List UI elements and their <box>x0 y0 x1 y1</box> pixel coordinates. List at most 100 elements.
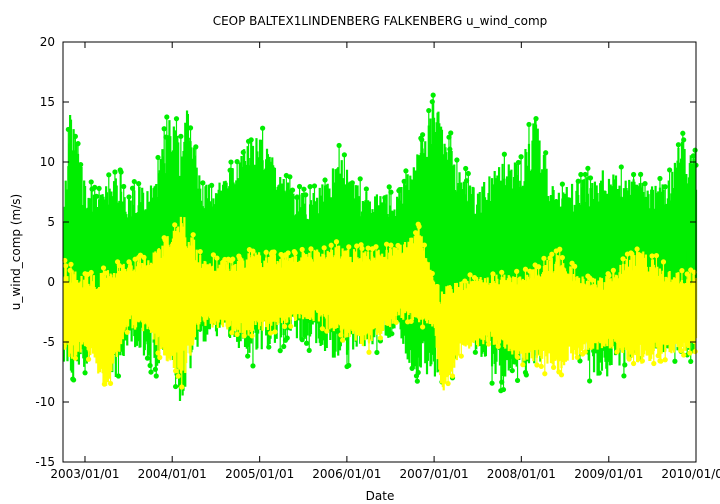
y-tick-label: -5 <box>43 335 55 349</box>
series-1-point <box>393 319 399 325</box>
series-0-point <box>147 362 153 369</box>
x-tick-label: 2008/01/01 <box>487 467 556 481</box>
series-0-point <box>96 185 102 192</box>
series-0-point <box>303 340 310 346</box>
series-0-point <box>448 130 454 136</box>
series-1-point <box>558 372 565 378</box>
series-0-point <box>662 184 668 190</box>
series-1-point <box>626 356 632 362</box>
series-1-point <box>72 355 78 361</box>
series-1-point <box>346 244 352 250</box>
series-1-point <box>340 337 346 343</box>
series-1-point <box>190 232 196 238</box>
series-1-point <box>420 324 426 330</box>
series-1-point <box>653 252 660 259</box>
points-layer <box>62 92 699 401</box>
series-1-point <box>534 362 540 368</box>
series-0-point <box>152 366 158 372</box>
series-1-point <box>234 331 240 338</box>
series-0-point <box>357 176 363 182</box>
series-1-point <box>229 330 235 336</box>
y-tick-label: 0 <box>47 275 55 289</box>
series-1-point <box>541 255 547 261</box>
series-1-point <box>458 353 464 359</box>
series-1-point <box>639 358 645 364</box>
series-0-point <box>250 363 256 369</box>
series-0-point <box>296 183 303 190</box>
series-0-point <box>306 347 312 354</box>
x-tick-label: 2010/01/01 <box>661 467 720 481</box>
series-1-point <box>272 329 278 335</box>
series-0-point <box>518 154 524 160</box>
series-0-point <box>144 355 151 361</box>
series-0-point <box>585 165 591 171</box>
series-0-point <box>173 116 180 122</box>
series-1-point <box>157 354 163 361</box>
series-0-point <box>374 349 380 356</box>
series-1-point <box>116 262 122 269</box>
series-0-point <box>311 183 318 189</box>
series-0-point <box>419 137 425 143</box>
series-1-point <box>572 263 578 269</box>
series-1-point <box>214 255 220 261</box>
series-0-point <box>153 373 159 379</box>
series-1-point <box>610 267 616 273</box>
series-0-point <box>578 171 584 178</box>
series-1-point <box>681 352 687 358</box>
series-1-point <box>620 256 626 262</box>
series-0-point <box>228 159 234 165</box>
series-1-point <box>107 380 114 387</box>
series-0-point <box>75 141 81 147</box>
series-1-point <box>536 264 542 270</box>
series-0-point <box>463 165 469 172</box>
series-1-point <box>606 272 612 279</box>
series-1-point <box>692 348 698 355</box>
series-0-point <box>112 169 118 175</box>
series-1-point <box>383 241 390 247</box>
series-0-point <box>386 184 392 190</box>
series-0-point <box>200 180 206 186</box>
series-1-point <box>445 380 451 387</box>
series-1-point <box>249 333 255 339</box>
series-0-point <box>307 184 313 190</box>
y-axis-label: u_wind_comp (m/s) <box>9 194 23 310</box>
series-1-point <box>471 274 478 281</box>
series-0-point <box>420 132 426 138</box>
series-1-point <box>679 268 685 274</box>
series-1-point <box>172 368 179 374</box>
series-1-point <box>308 246 314 252</box>
series-1-point <box>630 360 637 367</box>
series-1-point <box>366 349 372 355</box>
series-1-point <box>172 222 178 228</box>
series-0-point <box>489 380 495 386</box>
series-1-point <box>299 246 305 253</box>
series-0-point <box>178 133 184 139</box>
series-0-point <box>299 337 305 343</box>
series-1-point <box>499 269 505 275</box>
series-0-point <box>78 161 84 168</box>
series-1-point <box>421 242 427 248</box>
series-0-point <box>193 144 199 150</box>
series-1-point <box>102 270 108 276</box>
series-1-point <box>250 248 256 254</box>
series-0-point <box>126 194 132 200</box>
series-0-point <box>266 344 272 350</box>
y-tick-label: 10 <box>40 155 55 169</box>
series-0-point <box>426 107 432 114</box>
series-0-point <box>131 178 137 185</box>
series-0-point <box>667 167 673 173</box>
series-1-point <box>462 278 468 284</box>
series-0-point <box>303 192 309 198</box>
series-0-point <box>388 189 394 195</box>
x-tick-label: 2003/01/01 <box>50 467 119 481</box>
series-1-point <box>514 268 520 274</box>
series-1-point <box>62 257 68 264</box>
series-0-point <box>155 154 161 161</box>
series-1-point <box>324 328 330 334</box>
series-1-point <box>388 242 394 248</box>
series-1-point <box>179 384 185 390</box>
series-0-point <box>187 125 194 131</box>
series-0-point <box>681 137 687 143</box>
series-0-point <box>234 159 240 165</box>
series-0-point <box>582 171 588 178</box>
